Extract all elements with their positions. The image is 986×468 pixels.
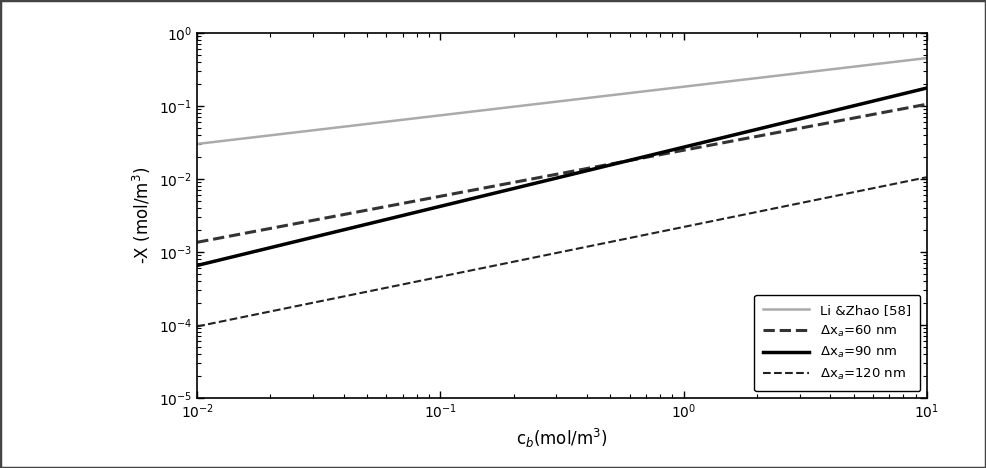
- Legend: Li &Zhao [58], Δx$_a$=60 nm, Δx$_a$=90 nm, Δx$_a$=120 nm: Li &Zhao [58], Δx$_a$=60 nm, Δx$_a$=90 n…: [754, 295, 920, 391]
- Y-axis label: -X (mol/m$^3$): -X (mol/m$^3$): [131, 167, 153, 264]
- X-axis label: c$_b$(mol/m$^3$): c$_b$(mol/m$^3$): [517, 427, 607, 450]
